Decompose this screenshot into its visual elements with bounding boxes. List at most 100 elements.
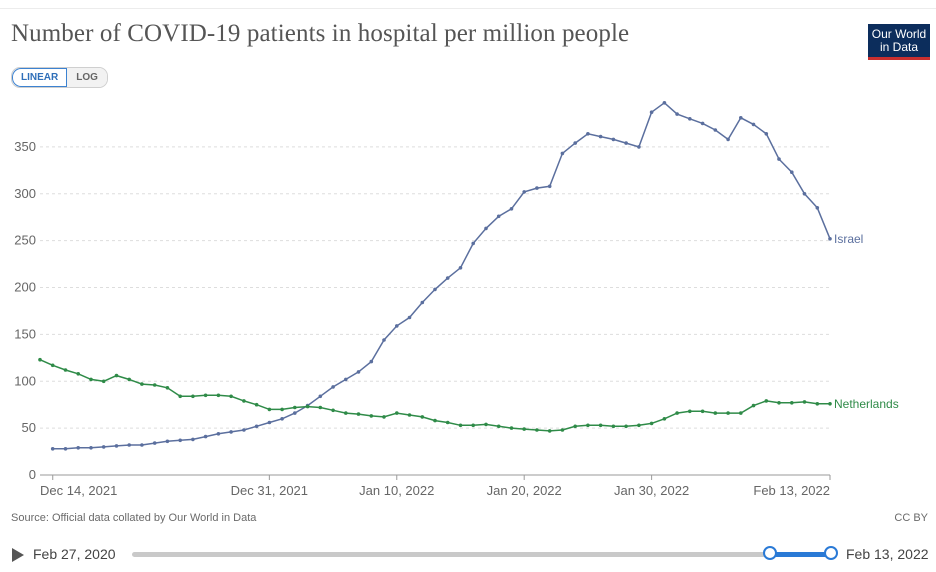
israel-data-point (700, 121, 705, 126)
y-tick-label: 150 (14, 326, 36, 341)
netherlands-data-point (101, 379, 106, 384)
israel-data-point (433, 287, 437, 292)
netherlands-data-point (547, 429, 552, 433)
netherlands-data-point (586, 423, 590, 428)
israel-data-point (445, 276, 450, 280)
owid-logo[interactable]: Our World in Data (868, 24, 930, 60)
linear-scale-button[interactable]: LINEAR (12, 68, 68, 87)
israel-data-point (420, 300, 425, 305)
top-divider (0, 8, 936, 9)
netherlands-data-point (89, 377, 93, 382)
scale-toggle: LINEAR LOG (11, 67, 108, 88)
netherlands-data-point (178, 394, 182, 399)
netherlands-data-point (152, 383, 157, 387)
netherlands-data-point (739, 411, 743, 415)
israel-data-point (50, 447, 55, 451)
chart-title: Number of COVID-19 patients in hospital … (11, 20, 630, 47)
israel-data-point (522, 190, 526, 194)
israel-data-point (496, 214, 501, 219)
timeline-start-handle[interactable] (763, 546, 777, 560)
netherlands-data-point (433, 418, 437, 423)
netherlands-data-point (420, 415, 425, 419)
logo-line-1: Our World (871, 27, 927, 41)
netherlands-data-point (713, 411, 718, 415)
netherlands-data-point (318, 405, 323, 410)
israel-data-point (751, 122, 756, 127)
netherlands-data-point (50, 363, 55, 368)
israel-data-point (624, 141, 628, 145)
israel-data-point (535, 186, 539, 190)
israel-data-point (76, 446, 80, 450)
israel-data-point (242, 428, 246, 432)
israel-data-point (382, 338, 386, 342)
israel-data-point (458, 266, 463, 270)
netherlands-data-point (598, 423, 603, 428)
netherlands-data-point (63, 368, 68, 372)
timeline-start-date: Feb 27, 2020 (33, 546, 116, 562)
netherlands-data-point (305, 404, 310, 409)
netherlands-data-point (509, 426, 514, 430)
x-tick-label: Jan 10, 2022 (359, 483, 434, 498)
netherlands-data-point (802, 400, 807, 404)
netherlands-data-point (267, 407, 272, 412)
israel-data-point (573, 141, 577, 145)
israel-data-point (89, 446, 93, 450)
netherlands-data-point (203, 393, 208, 398)
netherlands-data-point (165, 386, 170, 390)
netherlands-data-point (382, 415, 386, 419)
netherlands-data-point (535, 428, 539, 432)
timeline-track[interactable] (132, 552, 831, 557)
netherlands-data-point (344, 411, 348, 415)
x-tick-label: Dec 31, 2021 (231, 483, 308, 498)
israel-data-point (178, 438, 182, 443)
israel-data-point (713, 128, 718, 132)
y-tick-label: 100 (14, 373, 36, 388)
timeline-end-handle[interactable] (824, 546, 838, 560)
israel-data-point (662, 101, 667, 105)
netherlands-data-point (369, 414, 374, 418)
netherlands-data-point (560, 428, 565, 432)
israel-data-point (331, 385, 335, 389)
netherlands-data-point (140, 382, 144, 386)
netherlands-data-point (764, 399, 769, 403)
netherlands-data-point (573, 424, 577, 429)
israel-data-point (127, 443, 131, 447)
log-scale-button[interactable]: LOG (67, 68, 107, 87)
netherlands-data-point (624, 424, 628, 429)
israel-data-point (726, 137, 730, 142)
israel-data-point (509, 207, 514, 211)
israel-data-point (280, 417, 284, 421)
israel-data-point (293, 411, 297, 415)
israel-data-point (688, 117, 692, 121)
y-tick-label: 300 (14, 186, 36, 201)
israel-data-point (790, 170, 794, 174)
israel-data-point (560, 151, 565, 156)
netherlands-data-point (688, 409, 692, 414)
israel-data-point (369, 359, 374, 364)
israel-data-point (216, 432, 221, 436)
x-tick-label: Jan 30, 2022 (614, 483, 689, 498)
source-note: Source: Official data collated by Our Wo… (11, 512, 257, 524)
play-icon[interactable] (12, 548, 24, 562)
netherlands-data-point (114, 373, 119, 378)
israel-data-point (254, 424, 259, 429)
israel-data-point (675, 112, 679, 116)
netherlands-data-point (662, 417, 667, 421)
israel-data-point (344, 377, 348, 382)
israel-data-point (318, 394, 323, 399)
netherlands-data-point (254, 402, 259, 407)
netherlands-data-point (76, 372, 80, 376)
y-tick-label: 200 (14, 280, 36, 295)
israel-data-point (267, 420, 272, 425)
israel-data-point (739, 116, 743, 120)
netherlands-data-point (522, 427, 526, 431)
israel-data-point (140, 443, 144, 447)
israel-data-point (101, 445, 106, 449)
license-link[interactable]: CC BY (894, 512, 928, 524)
israel-data-point (395, 324, 399, 328)
line-chart: 0 50 100 150 200 250 300 350 Dec 14, 2021 Dec 31,… (14, 101, 899, 498)
netherlands-data-point (828, 402, 832, 406)
israel-data-point (471, 241, 476, 246)
israel-data-point (165, 439, 170, 444)
netherlands-data-point (637, 423, 641, 428)
